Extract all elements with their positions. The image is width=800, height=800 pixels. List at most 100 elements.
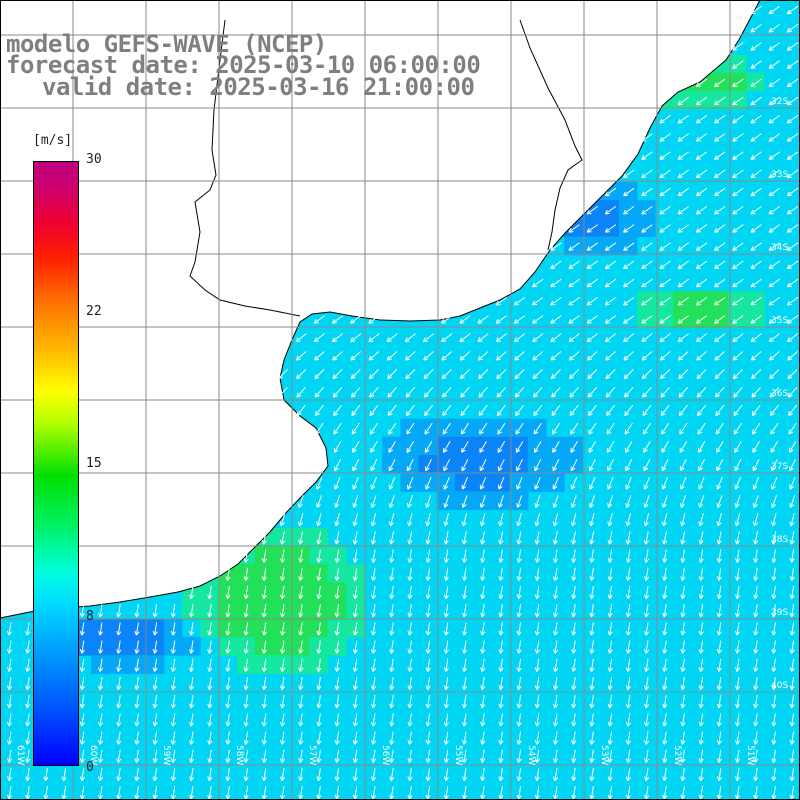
wind-arrow — [225, 585, 231, 600]
wind-arrow — [389, 749, 395, 763]
wind-arrow — [551, 422, 561, 435]
wind-arrow — [532, 315, 544, 324]
speed-cell — [637, 291, 656, 310]
wind-arrow — [334, 495, 341, 508]
wind-arrow — [407, 513, 413, 527]
wind-arrow — [625, 513, 631, 527]
speed-cell — [273, 655, 292, 674]
wind-arrow — [607, 658, 613, 672]
wind-arrow — [516, 549, 522, 563]
wind-arrow — [425, 458, 432, 472]
wind-arrow — [714, 133, 726, 142]
wind-arrow — [552, 513, 559, 527]
wind-arrow — [513, 296, 526, 306]
wind-arrow — [644, 731, 650, 745]
wind-arrow — [587, 369, 598, 380]
wind-arrow — [680, 695, 686, 709]
wind-arrow — [25, 731, 31, 745]
wind-arrow — [695, 333, 708, 343]
wind-arrow — [769, 369, 780, 380]
wind-arrow — [661, 513, 668, 527]
lon-label: 53W — [599, 745, 609, 765]
wind-arrow — [443, 786, 449, 800]
wind-arrow — [732, 351, 744, 361]
wind-arrow — [389, 604, 395, 618]
wind-arrow — [407, 676, 413, 691]
wind-arrow — [152, 749, 158, 763]
wind-arrow — [152, 767, 158, 782]
speed-cell — [546, 455, 565, 474]
speed-cell — [327, 546, 347, 565]
wind-arrow — [478, 369, 489, 380]
wind-arrow — [735, 695, 741, 709]
wind-arrow — [280, 622, 286, 636]
wind-arrow — [789, 749, 795, 763]
wind-arrow — [551, 404, 561, 417]
wind-arrow — [462, 731, 468, 745]
speed-cell — [473, 455, 492, 474]
wind-arrow — [659, 351, 671, 361]
wind-arrow — [425, 767, 431, 782]
wind-arrow — [789, 695, 795, 709]
wind-arrow — [295, 351, 307, 361]
wind-arrow — [751, 386, 761, 398]
river-line — [189, 19, 301, 317]
wind-arrow — [334, 731, 340, 745]
wind-arrow — [753, 731, 759, 745]
wind-arrow — [768, 5, 780, 15]
speed-cell — [691, 91, 711, 110]
wind-arrow — [680, 513, 686, 527]
wind-arrow — [624, 422, 633, 435]
speed-cell — [291, 564, 310, 583]
speed-cell — [709, 309, 729, 329]
wind-arrow — [786, 187, 799, 197]
speed-cell — [509, 473, 529, 492]
wind-arrow — [406, 477, 414, 490]
wind-arrow — [352, 713, 358, 727]
speed-cell — [728, 309, 747, 329]
speed-cell — [455, 436, 474, 456]
wind-arrow — [333, 404, 342, 417]
wind-arrow — [79, 604, 85, 618]
wind-arrow — [716, 585, 722, 600]
wind-arrow — [406, 458, 414, 472]
wind-arrow — [480, 604, 486, 618]
wind-arrow — [389, 786, 395, 800]
wind-arrow — [607, 567, 613, 581]
wind-arrow — [479, 458, 487, 472]
wind-arrow — [641, 278, 653, 288]
wind-arrow — [298, 767, 304, 782]
wind-arrow — [733, 422, 743, 435]
wind-arrow — [532, 278, 544, 288]
wind-arrow — [677, 205, 689, 215]
wind-arrow — [695, 114, 708, 124]
wind-arrow — [789, 658, 795, 672]
wind-arrow — [351, 404, 361, 417]
wind-arrow — [498, 549, 504, 563]
wind-arrow — [423, 351, 434, 361]
wind-arrow — [571, 767, 577, 782]
wind-arrow — [498, 513, 504, 527]
wind-arrow — [768, 151, 780, 160]
lon-label: 52W — [672, 745, 682, 765]
wind-arrow — [298, 549, 304, 563]
wind-arrow — [605, 386, 616, 398]
wind-arrow — [643, 513, 650, 527]
wind-arrow — [152, 713, 158, 727]
wind-arrow — [407, 622, 413, 636]
wind-arrow — [425, 658, 431, 672]
wind-arrow — [588, 458, 596, 472]
wind-arrow — [550, 333, 562, 343]
speed-cell — [127, 618, 147, 638]
wind-arrow — [405, 386, 416, 398]
wind-arrow — [768, 315, 780, 324]
wind-arrow — [189, 695, 195, 709]
wind-arrow — [243, 731, 249, 745]
wind-arrow — [659, 278, 671, 288]
wind-arrow — [698, 731, 704, 745]
wind-arrow — [604, 224, 617, 233]
lon-label: 56W — [380, 745, 390, 765]
wind-arrow — [352, 549, 358, 563]
wind-arrow — [495, 333, 507, 343]
speed-cell — [455, 418, 474, 438]
